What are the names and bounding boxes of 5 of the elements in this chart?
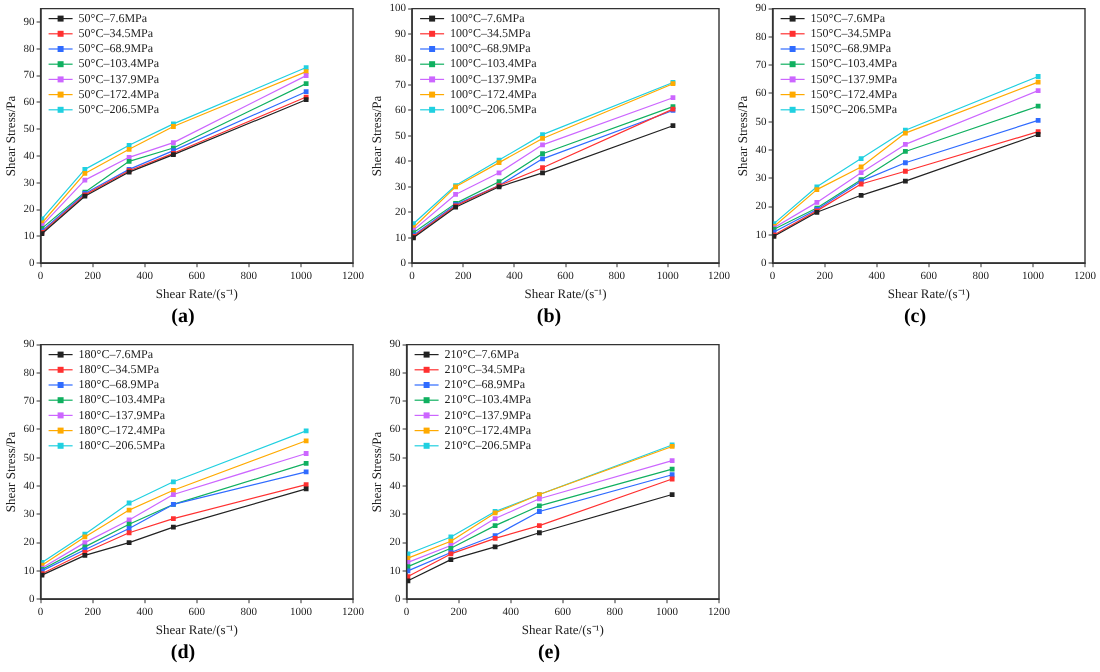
text: (b) [534, 304, 564, 332]
text: (c) [901, 304, 929, 332]
text: (e) [535, 640, 563, 668]
text: (a) [169, 304, 197, 332]
text: (d) [168, 640, 198, 668]
